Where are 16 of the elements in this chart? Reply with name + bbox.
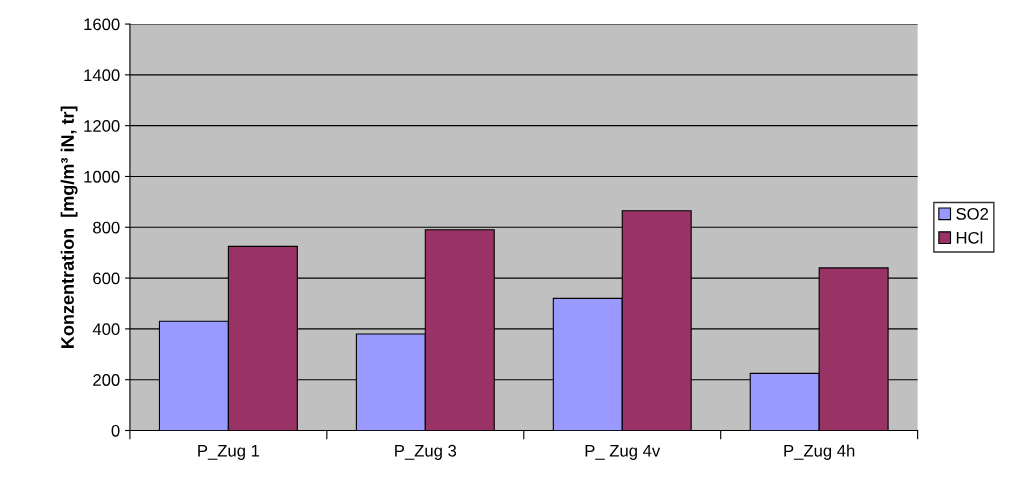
y-axis-title: Konzentration [mg/m³ iN, tr] bbox=[60, 106, 78, 348]
x-tick-label: P_ Zug 4v bbox=[585, 445, 661, 460]
y-tick-label: 400 bbox=[92, 323, 120, 336]
legend-label: HCl bbox=[956, 231, 983, 244]
legend-label: SO2 bbox=[956, 208, 989, 220]
y-tick-label: 0 bbox=[111, 424, 120, 437]
x-tick-label: P_Zug 3 bbox=[395, 444, 457, 460]
y-tick-label: 1200 bbox=[84, 120, 120, 132]
x-tick-label: P_Zug 4h bbox=[784, 444, 855, 460]
y-tick-label: 1600 bbox=[84, 18, 120, 31]
y-tick-label: 600 bbox=[93, 272, 120, 285]
y-tick-label: 200 bbox=[93, 374, 120, 386]
y-tick-label: 1400 bbox=[84, 69, 120, 82]
y-tick-label: 1000 bbox=[84, 170, 120, 183]
x-tick-label: P_Zug 1 bbox=[198, 445, 260, 460]
y-tick-label: 800 bbox=[93, 221, 120, 234]
